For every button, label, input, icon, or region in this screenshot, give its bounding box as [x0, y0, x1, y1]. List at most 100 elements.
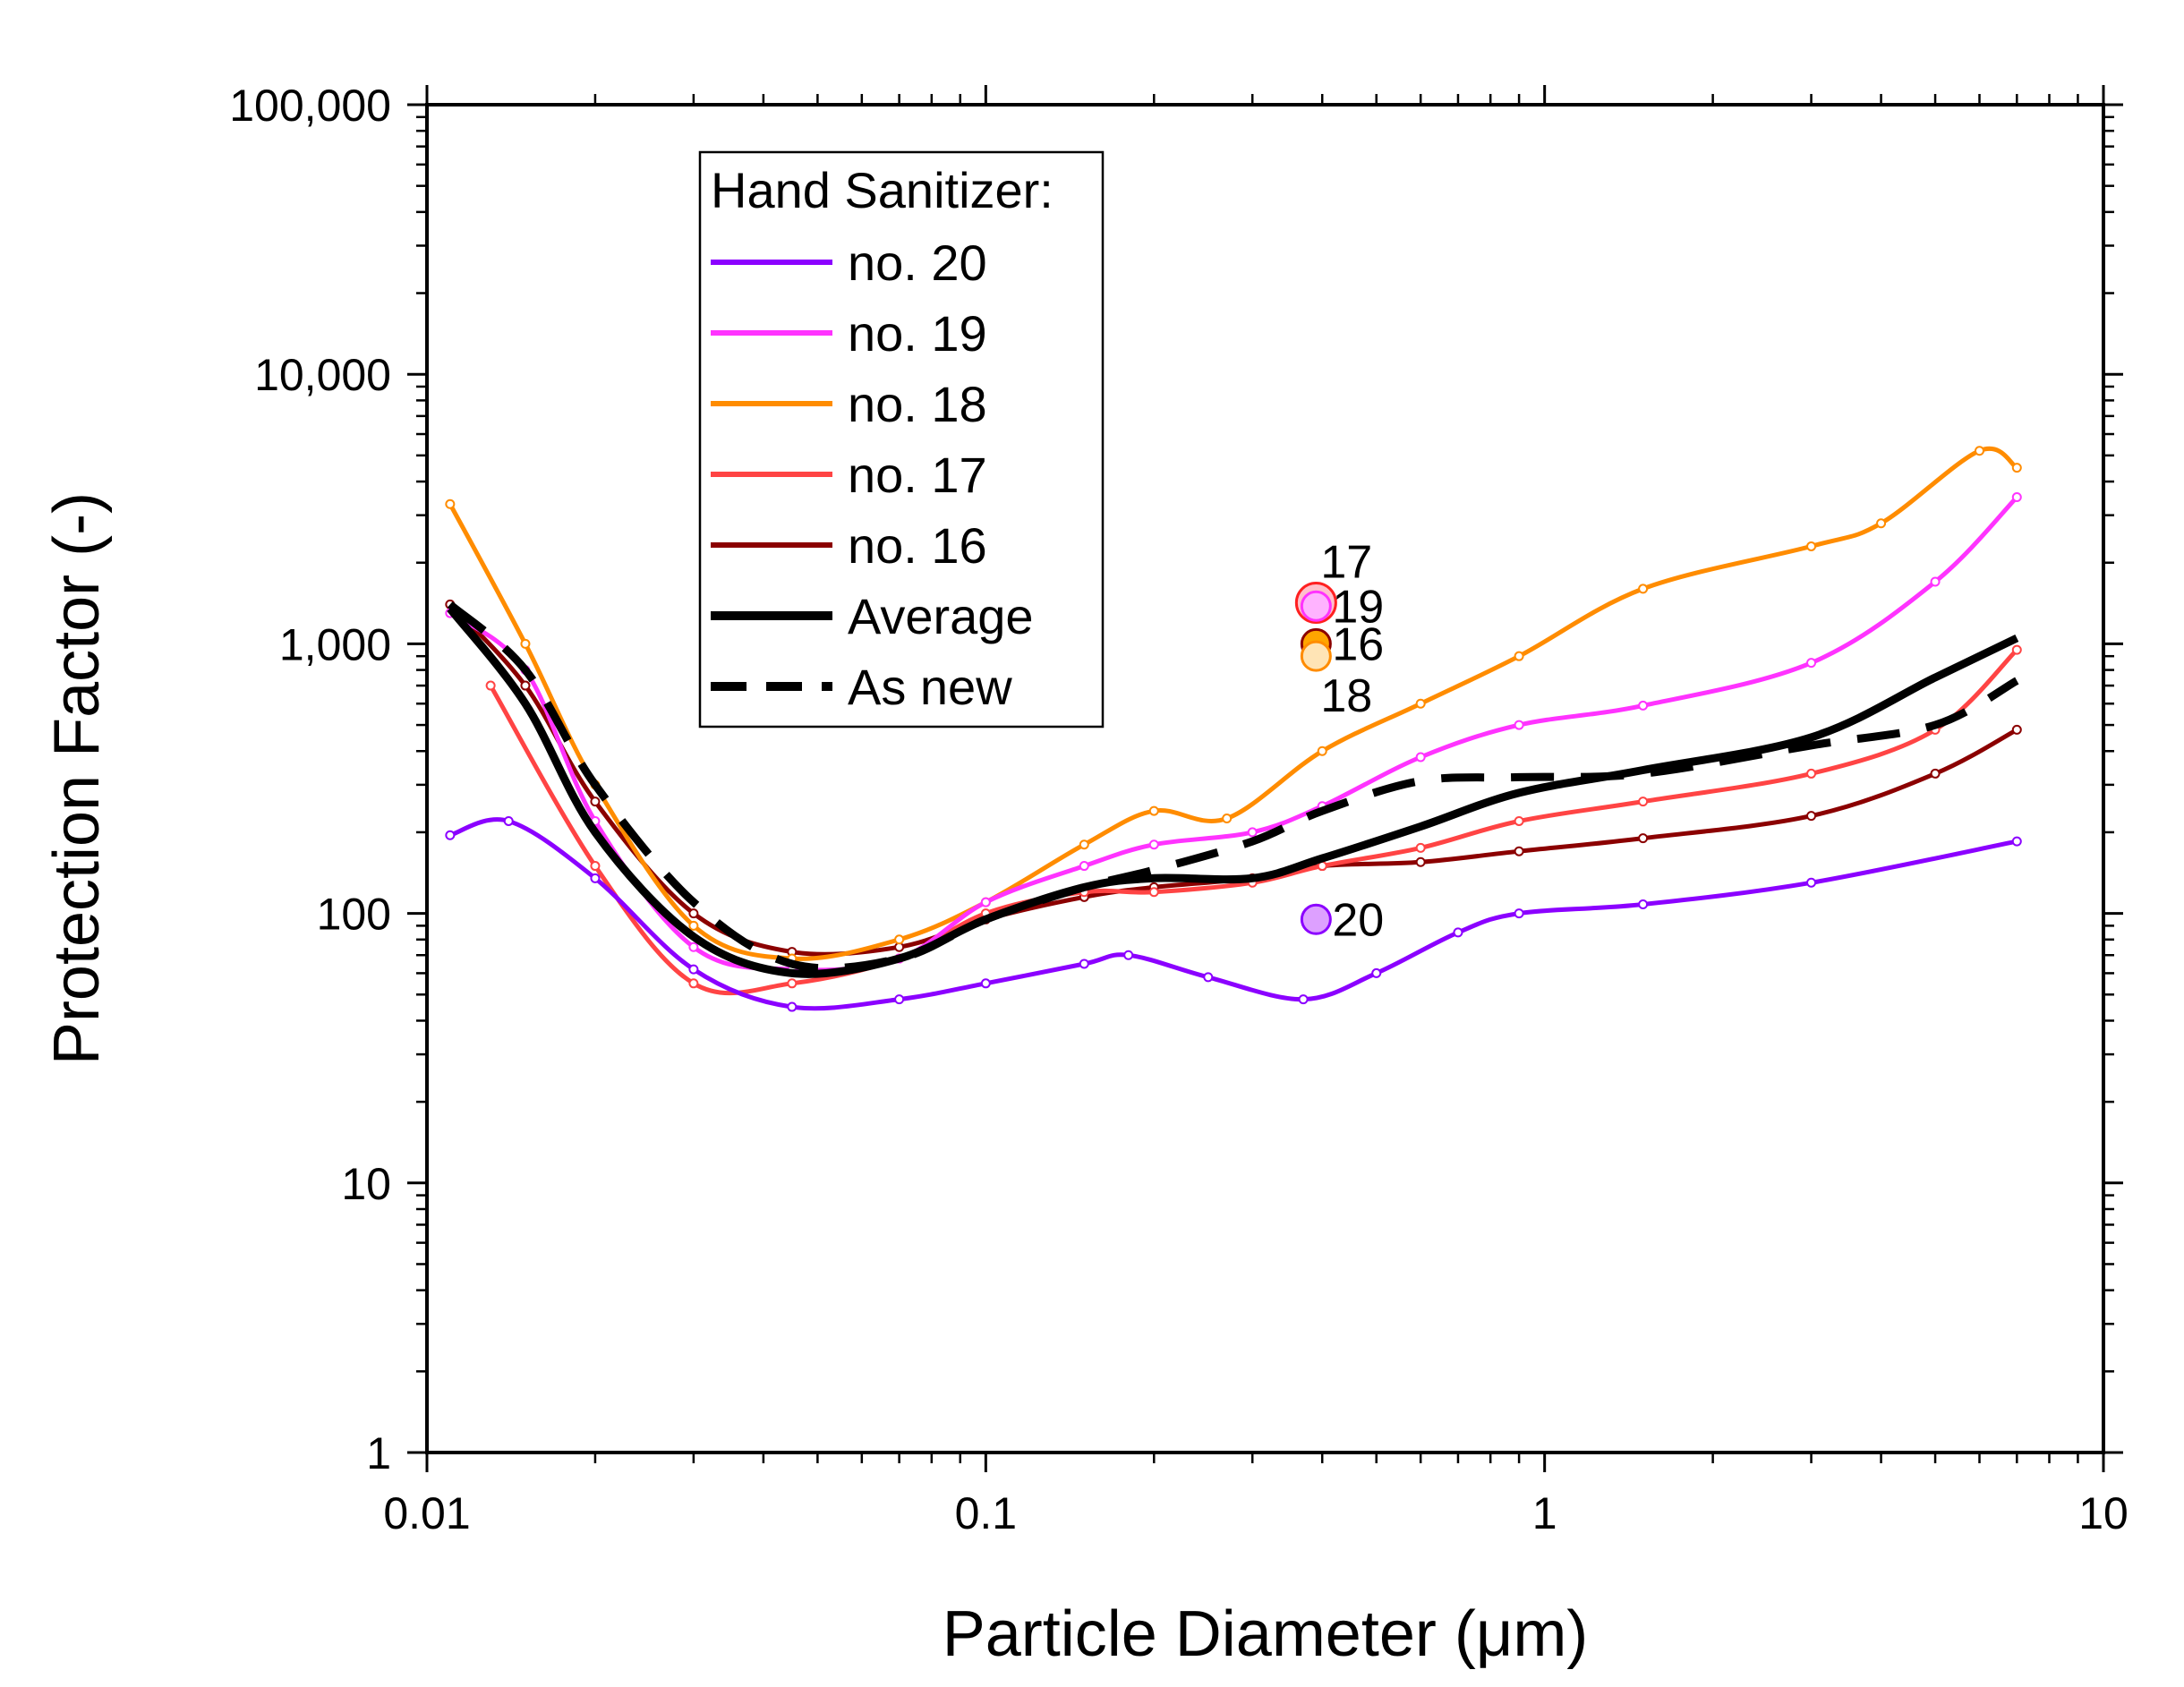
series-line-as-new [447, 601, 2019, 973]
data-point [503, 815, 514, 826]
annotation-label: 18 [1320, 670, 1372, 722]
data-point [1415, 856, 1426, 867]
data-point [787, 978, 798, 989]
data-point [1974, 446, 1984, 456]
y-tick-label: 1 [366, 1428, 391, 1478]
y-tick-label: 100 [317, 890, 391, 940]
annotation-label: 17 [1320, 537, 1372, 589]
data-point [1415, 698, 1426, 709]
series-line-average [447, 606, 2019, 978]
data-point [2011, 492, 2022, 503]
data-point [2011, 836, 2022, 847]
data-point [1317, 746, 1327, 756]
legend-entry: no. 18 [848, 376, 987, 432]
data-point [1514, 815, 1524, 826]
data-point [1930, 768, 1941, 779]
data-point [1371, 967, 1382, 978]
data-point [520, 638, 531, 649]
data-point [1806, 541, 1817, 551]
data-point [1638, 899, 1649, 910]
data-point [1222, 814, 1233, 824]
x-tick-label: 0.1 [955, 1488, 1018, 1538]
data-point [688, 964, 699, 975]
data-point [688, 941, 699, 952]
data-point [894, 994, 905, 1005]
data-point [1806, 811, 1817, 822]
data-point [1514, 908, 1524, 919]
annotation-marker [1300, 903, 1332, 935]
y-tick-label: 10 [341, 1159, 391, 1209]
data-point [590, 861, 601, 872]
data-point [688, 908, 699, 919]
x-tick-label: 1 [1532, 1488, 1557, 1538]
data-point [1514, 846, 1524, 856]
data-point [688, 920, 699, 931]
data-point [1203, 972, 1214, 983]
data-point [1806, 877, 1817, 888]
data-point [980, 897, 991, 907]
data-point [980, 978, 991, 989]
legend-entry: no. 20 [848, 234, 987, 291]
legend: Hand Sanitizer: no. 20 no. 19 no. 18 no. 17… [698, 150, 1105, 728]
data-point [1514, 651, 1524, 661]
data-point [1415, 752, 1426, 763]
data-point [688, 978, 699, 989]
data-point [445, 498, 456, 509]
legend-entry: no. 19 [848, 305, 987, 362]
data-point [1638, 700, 1649, 711]
x-tick-label: 10 [2078, 1488, 2129, 1538]
data-point [1148, 839, 1159, 850]
annotation-label: 20 [1332, 894, 1384, 946]
data-point [1415, 842, 1426, 853]
data-point [1930, 576, 1941, 587]
data-point [787, 1001, 798, 1012]
data-point [1876, 518, 1887, 529]
data-point [590, 873, 601, 883]
y-tick-label: 1,000 [279, 619, 391, 669]
data-point [2011, 644, 2022, 655]
data-point [1079, 959, 1089, 969]
data-point [894, 934, 905, 945]
data-point [1079, 839, 1089, 850]
data-point [1638, 833, 1649, 844]
data-point [1079, 861, 1089, 872]
legend-title: Hand Sanitizer: [711, 162, 1054, 218]
axis-layer: 0.01 0.1 1 10 1 10 100 1,000 10,000 100,000 [229, 81, 2129, 1538]
data-point [2011, 463, 2022, 473]
x-tick-label: 0.01 [383, 1488, 470, 1538]
data-point [1123, 950, 1134, 960]
data-point [1453, 927, 1463, 938]
data-point [1514, 720, 1524, 730]
x-axis-label: Particle Diameter (μm) [943, 1598, 1589, 1670]
annotation-marker [1300, 640, 1332, 672]
data-point [1148, 887, 1159, 898]
data-point [1148, 805, 1159, 816]
legend-box [698, 150, 1105, 728]
y-tick-label: 100,000 [229, 81, 391, 131]
annotation-label: 19 [1332, 581, 1384, 633]
data-point [1247, 827, 1258, 838]
plot-frame [425, 103, 2105, 1454]
data-point [445, 830, 456, 840]
series-line-no-18 [448, 446, 2018, 961]
data-point [1638, 797, 1649, 807]
data-point [485, 680, 496, 691]
series-layer [445, 446, 2022, 1012]
data-point [520, 680, 531, 691]
data-point [1298, 994, 1309, 1005]
y-tick-label: 10,000 [254, 350, 391, 400]
annotation-label: 16 [1332, 618, 1384, 670]
data-point [1806, 768, 1817, 779]
legend-entry: no. 16 [848, 517, 987, 574]
legend-entry: no. 17 [848, 447, 987, 503]
y-axis-label: Protection Factor (-) [41, 492, 113, 1065]
data-point [590, 797, 601, 807]
data-point [1638, 584, 1649, 594]
data-point [1806, 658, 1817, 669]
annotation-marker [1300, 590, 1332, 622]
legend-entry: Average [848, 588, 1034, 644]
data-point [2011, 724, 2022, 735]
